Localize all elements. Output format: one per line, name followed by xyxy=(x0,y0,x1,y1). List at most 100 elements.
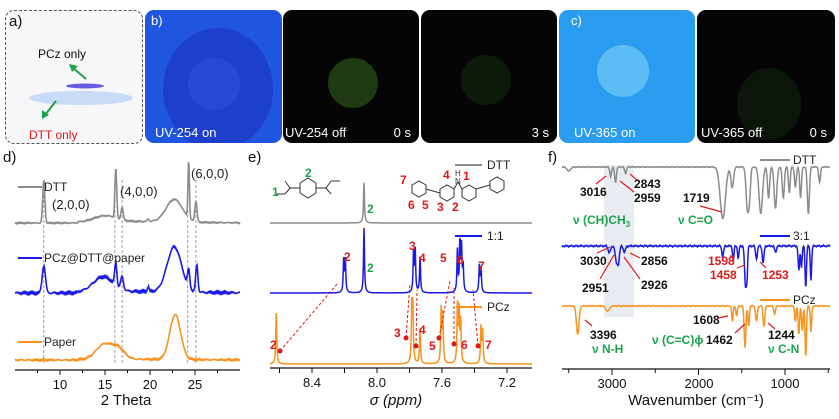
arrow-down-head xyxy=(42,110,49,119)
xrd-tick-label: 10 xyxy=(53,377,67,392)
pcz-peak-label: 3 xyxy=(394,326,401,340)
glow-disc xyxy=(597,45,649,97)
ftir-curve-pcz xyxy=(561,304,831,356)
mix-peak-label: 2 xyxy=(367,261,374,275)
arrow-up-head xyxy=(69,64,78,72)
panel-e-label: e) xyxy=(248,149,261,166)
legend-mix: 3:1 xyxy=(793,229,810,243)
panel-b-label: b) xyxy=(151,13,163,28)
pcz-proton-label: 5 xyxy=(422,198,429,212)
panel-f-label: f) xyxy=(548,149,557,166)
photo-caption: UV-365 on xyxy=(574,125,636,140)
ftir-x-axis-title: Wavenumber (cm⁻¹) xyxy=(628,392,764,409)
nmr-curves xyxy=(269,182,532,365)
legend-dtt: DTT xyxy=(793,153,817,167)
photo-uv365-off-0s: UV-365 off 0 s xyxy=(697,10,835,143)
ir-band-label: 2951 xyxy=(582,281,609,295)
mix-peak-label: 4 xyxy=(419,251,426,265)
ir-band-label: 3396 xyxy=(590,328,617,342)
ir-band-label: 1608 xyxy=(693,313,720,327)
dimethyl-terephthalate-structure xyxy=(276,177,340,199)
mode-subscript: 3 xyxy=(626,220,631,229)
nmr-tick-label: 7.6 xyxy=(433,375,451,390)
nmr-curve-dtt xyxy=(270,182,532,224)
dtt-peak-label: 2 xyxy=(367,202,374,216)
photo-caption: UV-254 off xyxy=(285,125,347,140)
ftir-tick-label: 2000 xyxy=(685,376,714,391)
photo-time: 0 s xyxy=(809,125,827,140)
ir-mode-label: ν C-N xyxy=(768,342,799,356)
panel-a-schematic: a) PCz only DTT only xyxy=(5,10,143,144)
nmr-curve-pcz xyxy=(269,297,532,365)
ir-band-label: 1253 xyxy=(762,268,789,282)
pcz-proton-label: 2 xyxy=(452,200,459,214)
ir-band-label: 1462 xyxy=(706,333,733,347)
mix-peak-label: 3 xyxy=(409,239,416,253)
xrd-curve-dtt xyxy=(14,161,241,225)
panel-c-label: c) xyxy=(571,13,582,28)
peak-annotation: (2,0,0) xyxy=(52,197,90,212)
legend-mix: PCz@DTT@paper xyxy=(44,251,145,265)
nmr-tick-label: 8.4 xyxy=(303,375,321,390)
legend-pcz: PCz xyxy=(793,293,816,307)
pcz-proton-label: 1 xyxy=(463,169,470,183)
dtt-proton-label: 2 xyxy=(305,166,312,180)
xrd-curve-paper xyxy=(14,313,241,363)
peak-annotation: (6,0,0) xyxy=(191,166,229,181)
legend-pcz: PCz xyxy=(487,300,510,314)
pcz-peak-label: 4 xyxy=(419,323,426,337)
xrd-curves xyxy=(14,161,241,363)
xrd-ticks xyxy=(37,370,218,375)
legend-mix: 1:1 xyxy=(487,229,504,243)
legend-dtt: DTT xyxy=(44,180,68,194)
pcz-proton-label: 6 xyxy=(408,198,415,212)
panel-d-label: d) xyxy=(3,149,16,166)
glow-disc xyxy=(328,58,378,108)
nmr-ticks xyxy=(279,368,508,373)
ir-arrows xyxy=(584,173,776,334)
pcz-peak-label: 7 xyxy=(485,338,492,352)
legend-paper: Paper xyxy=(44,335,76,349)
photo-uv254-off-3s: 3 s xyxy=(421,10,557,143)
photo-caption: UV-365 off xyxy=(701,125,763,140)
ir-mode-label: ν C=O xyxy=(678,213,713,227)
pcz-proton-label: 4 xyxy=(443,168,450,182)
xrd-tick-label: 20 xyxy=(143,377,157,392)
paper-disc-inner xyxy=(188,58,240,110)
ir-band-label: 3030 xyxy=(580,254,607,268)
photo-uv254-on: b) UV-254 on xyxy=(145,10,282,143)
pcz-only-label: PCz only xyxy=(38,47,87,61)
panel-a-label: a) xyxy=(9,13,23,30)
ir-mode-label: ν (C=C)ϕ xyxy=(652,333,703,347)
pcz-proton-label: 7 xyxy=(400,173,407,187)
xrd-tick-label: 15 xyxy=(98,377,112,392)
nmr-x-axis-title: σ (ppm) xyxy=(370,392,422,409)
xrd-curve-pcz-dtt-paper xyxy=(14,244,240,297)
glow-disc xyxy=(461,55,511,105)
ir-band-label: 1458 xyxy=(710,268,737,282)
glow-disc xyxy=(737,68,801,140)
pcz-spot xyxy=(66,83,104,89)
ir-band-label: 2959 xyxy=(634,191,661,205)
xrd-tick-label: 25 xyxy=(188,377,202,392)
mix-peak-label: 7 xyxy=(478,259,485,273)
pcz-atom-n: N xyxy=(455,177,461,186)
mix-peak-label: 5 xyxy=(440,251,447,265)
mix-peak-label: 2 xyxy=(344,250,351,264)
ir-band-label: 2926 xyxy=(641,278,668,292)
pcz-atom-h: H xyxy=(455,169,461,178)
photo-time: 3 s xyxy=(531,125,549,140)
pcz-peak-label: 2 xyxy=(270,338,277,352)
ir-mode-label: ν N-H xyxy=(592,342,623,356)
dtt-proton-label: 1 xyxy=(272,185,279,199)
mix-peak-label: 6 xyxy=(457,253,464,267)
photo-time: 0 s xyxy=(393,125,411,140)
shift-arrows xyxy=(277,280,481,354)
ftir-curves xyxy=(561,165,831,356)
schematic-drawing xyxy=(29,64,133,119)
nmr-curve-1-1 xyxy=(270,227,532,294)
legend-dtt: DTT xyxy=(487,158,511,172)
peak-annotation: (4,0,0) xyxy=(120,184,158,199)
ir-band-label: 3016 xyxy=(580,185,607,199)
